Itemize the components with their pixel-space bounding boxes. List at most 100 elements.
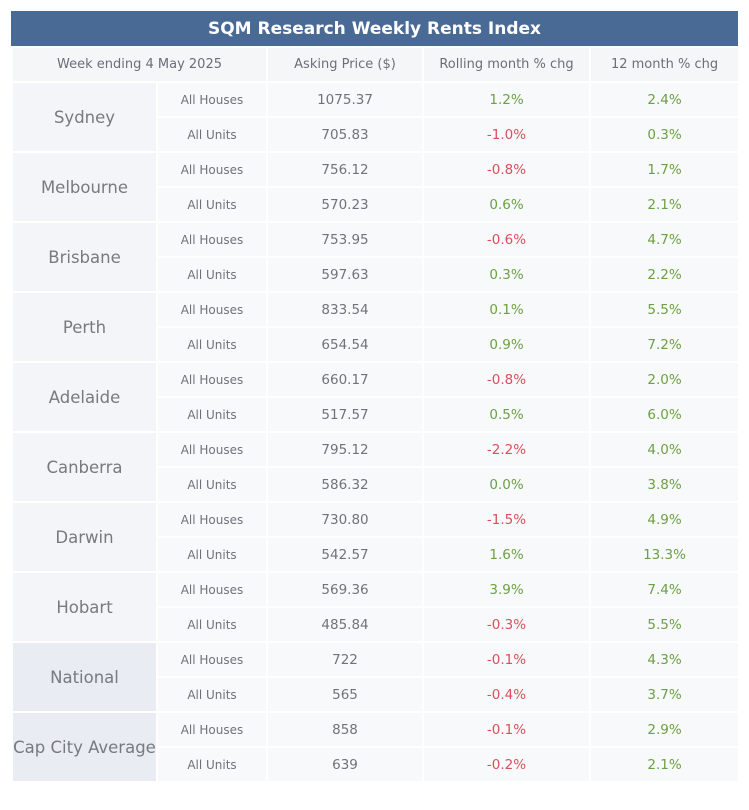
annual-change: 6.0% xyxy=(589,396,741,433)
dwelling-type: All Houses xyxy=(155,151,269,188)
rolling-month-change: -0.1% xyxy=(422,711,592,748)
asking-price: 542.57 xyxy=(266,536,425,573)
annual-change: 4.7% xyxy=(589,221,741,258)
city-name: Hobart xyxy=(11,571,158,643)
table-row: All Units 597.63 0.3% 2.2% xyxy=(12,256,741,293)
annual-change: 13.3% xyxy=(589,536,741,573)
city-name: Cap City Average xyxy=(11,711,158,783)
annual-change: 4.3% xyxy=(589,641,741,678)
rolling-month-change: 0.3% xyxy=(422,256,592,293)
annual-change: 7.2% xyxy=(589,326,741,363)
dwelling-type: All Units xyxy=(155,466,269,503)
annual-change: 2.1% xyxy=(589,746,741,783)
rolling-month-change: -0.4% xyxy=(422,676,592,713)
dwelling-type: All Houses xyxy=(155,81,269,118)
table-row: Cap City Average All Houses 858 -0.1% 2.9% xyxy=(11,711,741,783)
table-row: All Units 570.23 0.6% 2.1% xyxy=(12,186,741,223)
rolling-month-change: 3.9% xyxy=(422,571,592,608)
rolling-month-change: -2.2% xyxy=(422,431,592,468)
rolling-month-change: -1.5% xyxy=(422,501,592,538)
table-row: Sydney All Houses 1075.37 1.2% 2.4% xyxy=(11,81,741,153)
city-name: Melbourne xyxy=(11,151,158,223)
city-name: Sydney xyxy=(11,81,158,153)
table-title: SQM Research Weekly Rents Index xyxy=(11,11,738,46)
asking-price: 517.57 xyxy=(266,396,425,433)
dwelling-type: All Units xyxy=(155,606,269,643)
asking-price: 485.84 xyxy=(266,606,425,643)
table-row: Canberra All Houses 795.12 -2.2% 4.0% xyxy=(11,431,741,503)
asking-price: 753.95 xyxy=(266,221,425,258)
annual-change: 5.5% xyxy=(589,291,741,328)
dwelling-type: All Houses xyxy=(155,571,269,608)
asking-price: 795.12 xyxy=(266,431,425,468)
city-name: Brisbane xyxy=(11,221,158,293)
dwelling-type: All Units xyxy=(155,116,269,153)
city-name: Adelaide xyxy=(11,361,158,433)
dwelling-type: All Units xyxy=(155,326,269,363)
header-row: Week ending 4 May 2025 Asking Price ($) … xyxy=(10,46,741,83)
annual-change: 5.5% xyxy=(589,606,741,643)
table-row: Melbourne All Houses 756.12 -0.8% 1.7% xyxy=(11,151,741,223)
asking-price: 858 xyxy=(266,711,425,748)
annual-change: 3.7% xyxy=(589,676,741,713)
asking-price: 833.54 xyxy=(266,291,425,328)
asking-price: 705.83 xyxy=(266,116,425,153)
table-row: Adelaide All Houses 660.17 -0.8% 2.0% xyxy=(11,361,741,433)
rolling-month-change: -0.2% xyxy=(422,746,592,783)
header-asking-price: Asking Price ($) xyxy=(266,46,425,83)
rolling-month-change: 1.6% xyxy=(422,536,592,573)
asking-price: 722 xyxy=(266,641,425,678)
asking-price: 597.63 xyxy=(266,256,425,293)
asking-price: 730.80 xyxy=(266,501,425,538)
dwelling-type: All Houses xyxy=(155,501,269,538)
asking-price: 660.17 xyxy=(266,361,425,398)
header-rolling-month: Rolling month % chg xyxy=(422,46,592,83)
table-row: National All Houses 722 -0.1% 4.3% xyxy=(11,641,741,713)
annual-change: 1.7% xyxy=(589,151,741,188)
asking-price: 570.23 xyxy=(266,186,425,223)
rents-index-table-container: SQM Research Weekly Rents Index Week end… xyxy=(10,11,741,783)
rolling-month-change: -0.8% xyxy=(422,361,592,398)
table-row: All Units 654.54 0.9% 7.2% xyxy=(12,326,741,363)
rents-table: Week ending 4 May 2025 Asking Price ($) … xyxy=(10,46,741,783)
asking-price: 586.32 xyxy=(266,466,425,503)
rolling-month-change: 0.1% xyxy=(422,291,592,328)
table-row: Perth All Houses 833.54 0.1% 5.5% xyxy=(11,291,741,363)
table-row: All Units 586.32 0.0% 3.8% xyxy=(12,466,741,503)
header-12-month: 12 month % chg xyxy=(589,46,741,83)
header-week: Week ending 4 May 2025 xyxy=(10,46,269,83)
asking-price: 1075.37 xyxy=(266,81,425,118)
annual-change: 2.9% xyxy=(589,711,741,748)
asking-price: 565 xyxy=(266,676,425,713)
dwelling-type: All Units xyxy=(155,746,269,783)
rolling-month-change: 0.9% xyxy=(422,326,592,363)
rolling-month-change: -0.6% xyxy=(422,221,592,258)
table-row: Brisbane All Houses 753.95 -0.6% 4.7% xyxy=(11,221,741,293)
table-row: All Units 517.57 0.5% 6.0% xyxy=(12,396,741,433)
annual-change: 4.0% xyxy=(589,431,741,468)
table-row: All Units 565 -0.4% 3.7% xyxy=(12,676,741,713)
asking-price: 569.36 xyxy=(266,571,425,608)
rolling-month-change: 0.0% xyxy=(422,466,592,503)
rolling-month-change: 1.2% xyxy=(422,81,592,118)
rolling-month-change: 0.5% xyxy=(422,396,592,433)
dwelling-type: All Units xyxy=(155,256,269,293)
rolling-month-change: -0.8% xyxy=(422,151,592,188)
annual-change: 0.3% xyxy=(589,116,741,153)
asking-price: 654.54 xyxy=(266,326,425,363)
rolling-month-change: 0.6% xyxy=(422,186,592,223)
dwelling-type: All Houses xyxy=(155,431,269,468)
table-row: Darwin All Houses 730.80 -1.5% 4.9% xyxy=(11,501,741,573)
rolling-month-change: -0.1% xyxy=(422,641,592,678)
asking-price: 639 xyxy=(266,746,425,783)
annual-change: 7.4% xyxy=(589,571,741,608)
table-row: All Units 485.84 -0.3% 5.5% xyxy=(12,606,741,643)
annual-change: 4.9% xyxy=(589,501,741,538)
table-row: Hobart All Houses 569.36 3.9% 7.4% xyxy=(11,571,741,643)
city-name: Perth xyxy=(11,291,158,363)
dwelling-type: All Houses xyxy=(155,711,269,748)
table-row: All Units 705.83 -1.0% 0.3% xyxy=(12,116,741,153)
dwelling-type: All Units xyxy=(155,396,269,433)
asking-price: 756.12 xyxy=(266,151,425,188)
annual-change: 3.8% xyxy=(589,466,741,503)
